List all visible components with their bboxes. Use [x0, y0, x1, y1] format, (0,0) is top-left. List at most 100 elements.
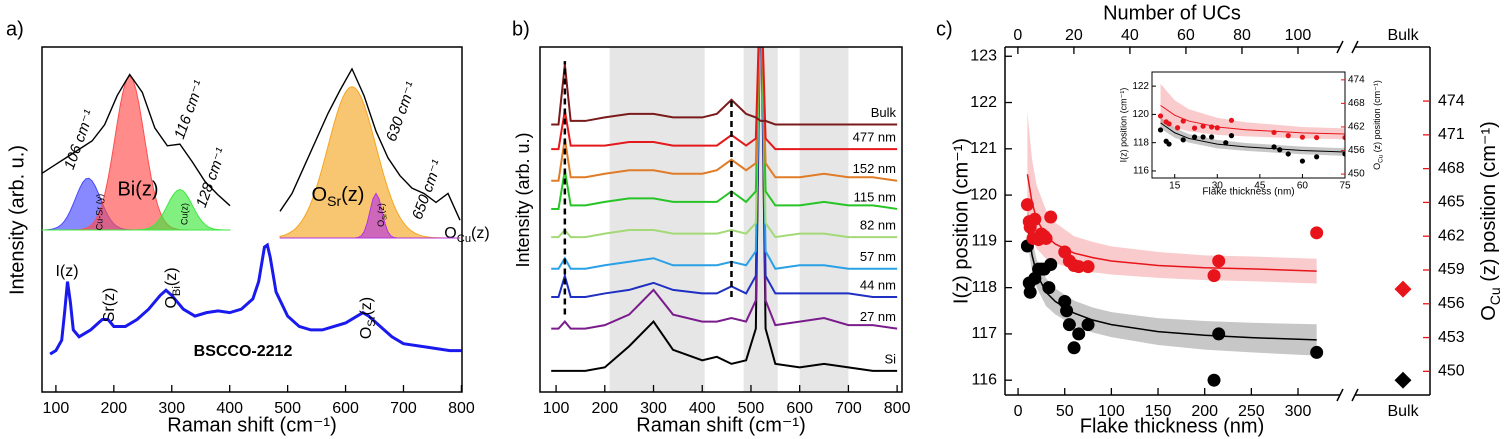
inset-y-tick-label: 116 — [1133, 166, 1149, 177]
axis-break — [1336, 40, 1344, 54]
inset-point — [1342, 134, 1345, 141]
inset-point — [1191, 125, 1198, 131]
fit-component — [42, 188, 231, 231]
peak-label: Sr(z) — [101, 288, 118, 323]
y-axis-label: Intensity (arb. u.) — [6, 145, 28, 295]
x-tick-label: 800 — [448, 400, 475, 417]
x2-tick-label: 100 — [1285, 27, 1312, 44]
x-tick-label: 150 — [1145, 403, 1172, 420]
data-point — [1072, 327, 1086, 341]
inset-point — [1228, 117, 1235, 123]
inset-point — [1223, 140, 1229, 146]
data-point — [1081, 260, 1095, 274]
spectrum-line — [551, 47, 898, 330]
data-point — [1062, 318, 1076, 332]
inset-spectrum — [41, 73, 231, 207]
component-name: Cu(z) — [179, 203, 189, 225]
fit-component — [280, 192, 460, 239]
inset-point — [1314, 154, 1320, 160]
inset-x-tick-label: 15 — [1169, 181, 1181, 192]
spectrum-line — [551, 47, 898, 210]
x-tick-label: 0 — [1014, 403, 1023, 420]
peak-label-part: Sr(z) — [101, 288, 118, 323]
inset-fit-band — [1160, 83, 1345, 140]
x-tick-label: 100 — [43, 400, 70, 417]
inset-point — [1180, 137, 1186, 143]
component-name: OSr(z) — [312, 184, 365, 208]
peak-label-part: I(z) — [55, 263, 78, 280]
inset-y-tick-label: 120 — [1132, 109, 1149, 120]
component-name-sub: Sr — [327, 193, 341, 209]
component-name: Bi(z) — [117, 178, 158, 200]
inset-y2-axis-label-part: (z) position (cm⁻¹) — [1372, 80, 1382, 155]
x2-tick-label: 80 — [1233, 27, 1251, 44]
series-label: 152 nm — [853, 161, 896, 176]
component-name: Cu-Sr (y) — [94, 194, 104, 231]
inset-point — [1180, 118, 1186, 124]
series-label: 27 nm — [860, 309, 896, 324]
data-point — [1310, 226, 1324, 240]
panel-label: b) — [512, 18, 530, 40]
peak-label-sub: Bi — [171, 286, 183, 296]
x-tick-label: 100 — [543, 400, 570, 417]
inset-point — [1200, 134, 1206, 140]
x-axis-label: Flake thickness (nm) — [1080, 415, 1265, 437]
y2-axis-label-part: O — [1478, 305, 1500, 321]
inset-point — [1209, 134, 1215, 140]
peak-label-part: O — [444, 225, 456, 242]
series-label: 57 nm — [860, 249, 896, 264]
spectrum-line — [551, 47, 898, 182]
inset-y2-tick-label: 474 — [1348, 74, 1365, 85]
data-point — [1028, 212, 1042, 226]
inset-point — [1271, 129, 1277, 136]
x-tick-label: 300 — [1285, 403, 1312, 420]
inset-point — [1200, 123, 1206, 129]
x-tick-label: 300 — [640, 400, 667, 417]
shaded-region — [799, 47, 849, 392]
peak-label-part: O — [163, 296, 180, 308]
x-tick-label: 500 — [274, 400, 301, 417]
x2-tick-label: 60 — [1177, 27, 1195, 44]
inset-y2-tick-label: 450 — [1348, 169, 1365, 180]
y-tick-label: 118 — [971, 279, 997, 296]
inset-y-axis-label: I(z) position (cm⁻¹) — [1118, 88, 1128, 163]
spectrum-line — [551, 47, 898, 151]
y-tick-label: 122 — [970, 94, 997, 111]
series-label: 82 nm — [860, 218, 896, 233]
component-name-part: O — [312, 184, 328, 206]
component-name-part: (z) — [376, 203, 386, 214]
inset-x-axis-label: Flake thickness (nm) — [1202, 187, 1294, 198]
bulk-label: Bulk — [1387, 27, 1419, 44]
component-name-part: O — [376, 220, 386, 227]
x-tick-label: 700 — [835, 400, 862, 417]
y-axis-label: Intensity (arb. u.) — [513, 132, 533, 267]
inset-point — [1314, 134, 1320, 141]
data-point — [1039, 231, 1053, 245]
inset-point — [1271, 144, 1277, 150]
inset-point — [1157, 127, 1164, 133]
y-tick-label: 116 — [971, 371, 997, 388]
y-tick-label: 121 — [970, 140, 997, 157]
inset-y2-tick-label: 456 — [1348, 145, 1365, 156]
x-tick-label: 600 — [786, 400, 813, 417]
x-tick-label: 50 — [1056, 403, 1074, 420]
axis-break — [1351, 388, 1359, 402]
inset-y2-tick-label: 468 — [1348, 98, 1365, 109]
inset-y2-tick-label: 462 — [1348, 122, 1365, 133]
x-tick-label: 200 — [100, 400, 127, 417]
data-point — [1310, 345, 1324, 359]
shaded-region — [743, 47, 778, 392]
inset-fit-band — [1160, 117, 1345, 156]
inset-frame — [1151, 71, 1346, 179]
spectrum-line — [49, 242, 462, 356]
y2-tick-label: 462 — [1438, 227, 1465, 244]
x-tick-label: 400 — [216, 400, 243, 417]
series-label: Si — [884, 351, 896, 366]
data-point — [1020, 198, 1034, 212]
data-point — [1212, 254, 1226, 268]
x2-tick-label: 0 — [1013, 27, 1022, 44]
inset-fit-line — [1160, 122, 1345, 153]
spectrum-line — [551, 64, 898, 126]
x2-tick-label: 40 — [1121, 27, 1139, 44]
